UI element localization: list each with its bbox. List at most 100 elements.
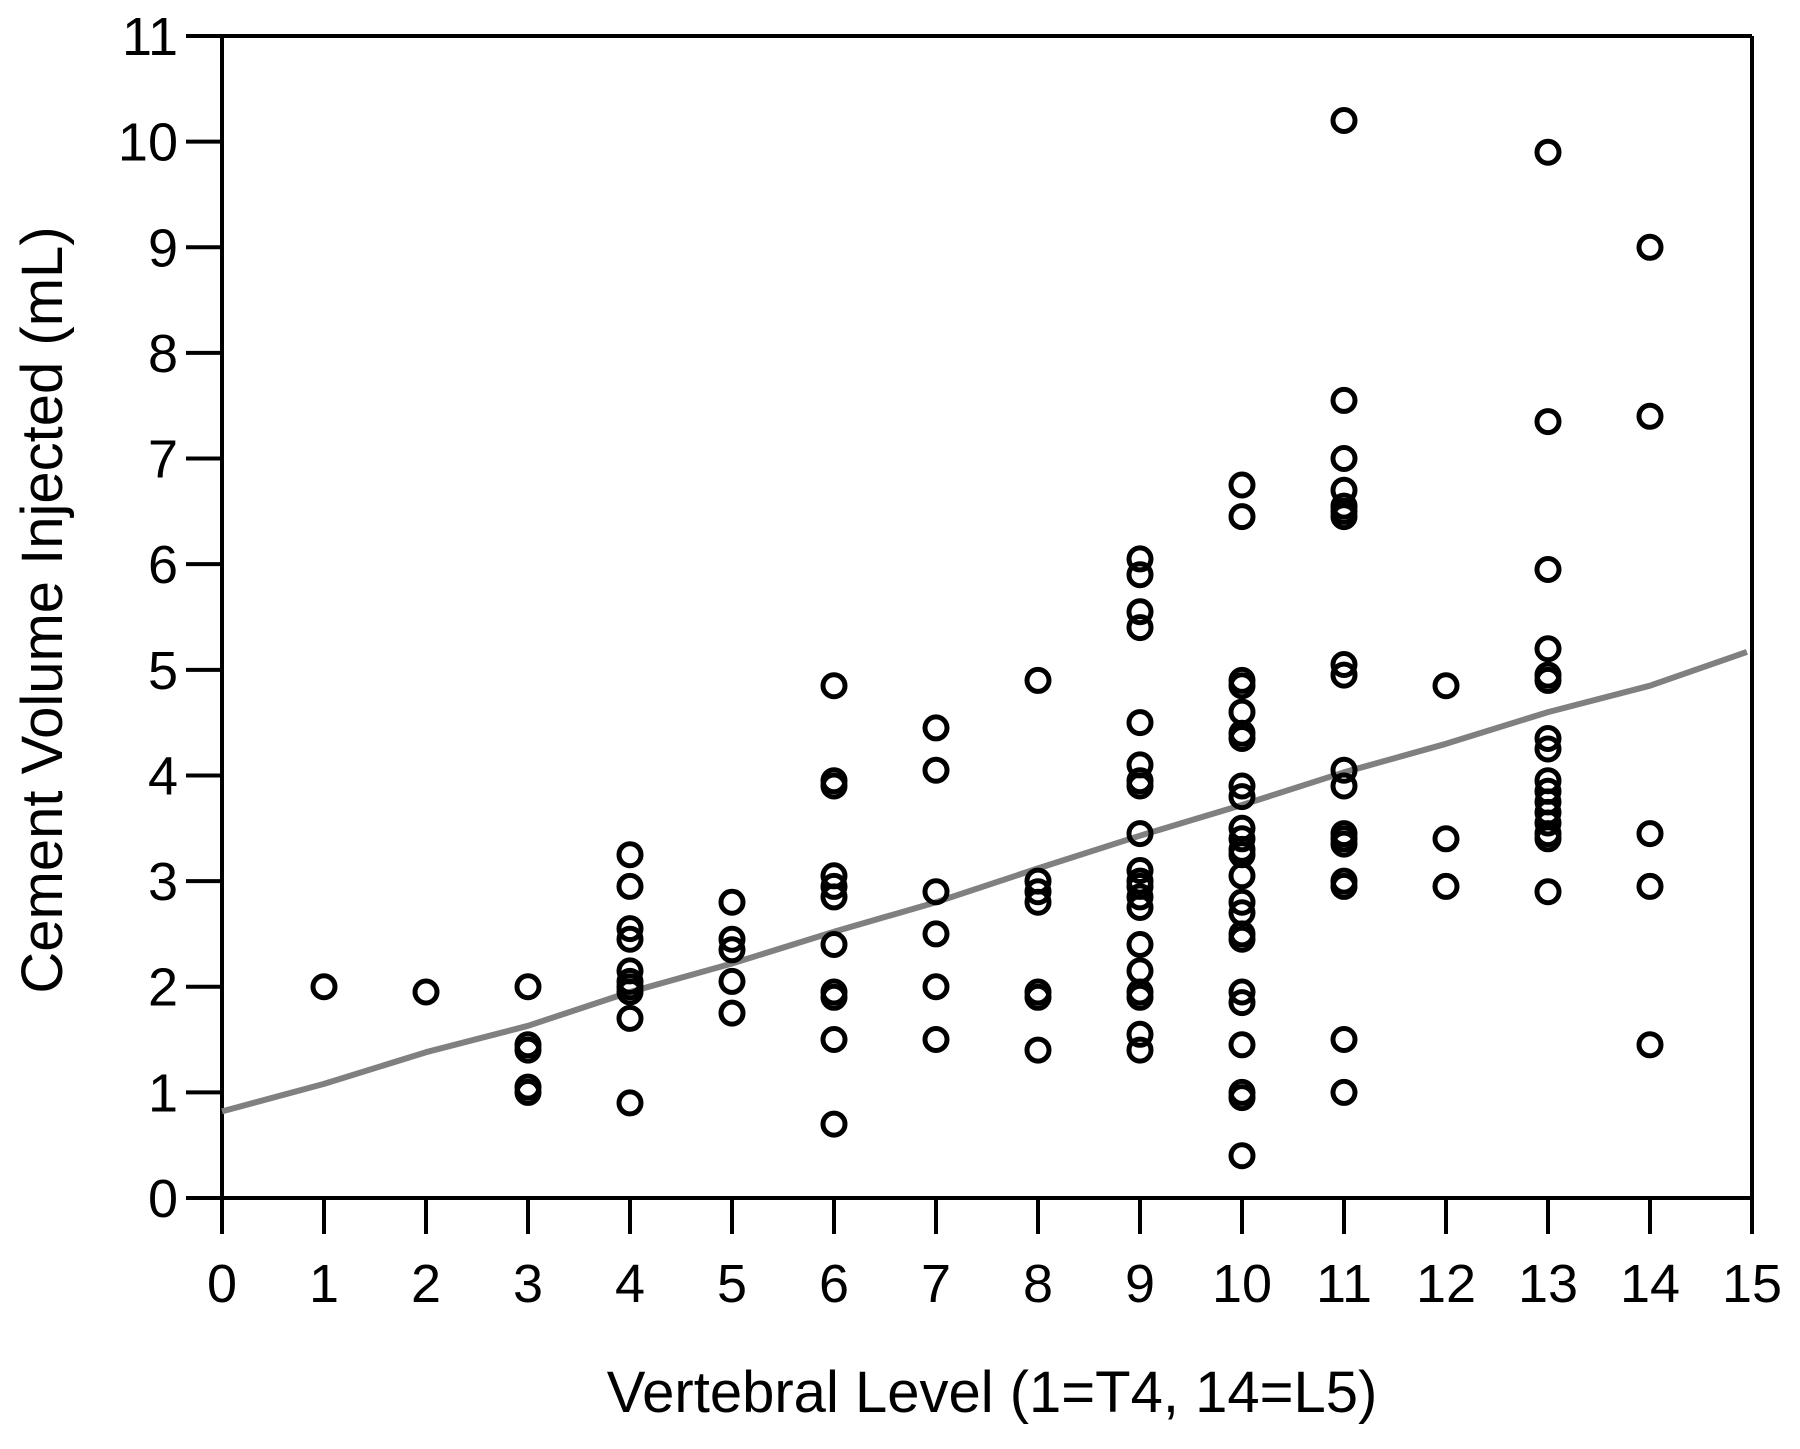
data-point: [1432, 825, 1460, 853]
y-tick-label: 1: [148, 1063, 178, 1123]
y-tick-label: 4: [148, 746, 178, 806]
data-point: [718, 999, 746, 1027]
data-point: [616, 1089, 644, 1117]
y-tick-label: 7: [148, 430, 178, 490]
x-axis-title: Vertebral Level (1=T4, 14=L5): [607, 1360, 1378, 1425]
x-tick-label: 0: [207, 1254, 237, 1314]
data-point: [1534, 825, 1562, 853]
data-point: [1330, 872, 1358, 900]
data-point: [820, 931, 848, 958]
data-point: [1534, 878, 1562, 906]
y-tick-label: 0: [148, 1169, 178, 1229]
data-point: [1126, 857, 1154, 884]
y-tick-label: 3: [148, 852, 178, 912]
data-point: [1636, 820, 1664, 848]
data-point: [1534, 735, 1562, 763]
y-axis-ticks: 0 1 2 3 4 5 6 7 8 9 10 11: [118, 7, 222, 1229]
x-tick-label: 6: [819, 1254, 849, 1314]
data-point: [616, 978, 644, 1006]
data-point: [1636, 1031, 1664, 1059]
data-point: [616, 872, 644, 900]
x-tick-label: 1: [309, 1254, 339, 1314]
data-point: [1126, 983, 1154, 1011]
data-point: [820, 672, 848, 700]
data-points-layer: [310, 107, 1664, 1170]
data-point: [1330, 503, 1358, 531]
data-point: [1432, 872, 1460, 900]
data-point: [1228, 862, 1256, 890]
data-point: [1228, 978, 1256, 1006]
data-point: [1228, 725, 1256, 752]
y-tick-label: 6: [148, 535, 178, 595]
data-point: [820, 772, 848, 800]
data-point: [1126, 545, 1154, 573]
data-point: [820, 1110, 848, 1138]
x-tick-label: 15: [1722, 1254, 1782, 1314]
data-point: [1228, 471, 1256, 499]
data-point: [820, 1026, 848, 1053]
data-point: [1126, 1036, 1154, 1064]
x-tick-label: 3: [513, 1254, 543, 1314]
data-point: [1330, 445, 1358, 472]
chart-axes: [220, 34, 1754, 1200]
x-tick-label: 14: [1620, 1254, 1680, 1314]
data-point: [1126, 614, 1154, 642]
data-point: [616, 925, 644, 953]
data-point: [922, 973, 950, 1001]
x-axis-ticks: 0 1 2 3 4 5 6 7 8 9 10 11 12 13 14 15: [207, 1198, 1782, 1314]
y-axis-title: Cement Volume Injected (mL): [10, 226, 75, 993]
data-point: [718, 936, 746, 964]
data-point: [1126, 931, 1154, 958]
data-point: [922, 920, 950, 948]
x-tick-label: 8: [1023, 1254, 1053, 1314]
x-tick-label: 11: [1316, 1254, 1372, 1314]
data-point: [1534, 666, 1562, 694]
x-tick-label: 7: [921, 1254, 951, 1314]
x-tick-label: 5: [717, 1254, 747, 1314]
data-point: [922, 878, 950, 906]
data-point: [1228, 772, 1256, 800]
data-point: [922, 756, 950, 784]
data-point: [718, 925, 746, 953]
data-point: [616, 1004, 644, 1032]
data-point: [514, 1036, 542, 1064]
x-tick-label: 13: [1518, 1254, 1578, 1314]
data-point: [1126, 561, 1154, 589]
data-point: [1126, 598, 1154, 626]
data-point: [1126, 1020, 1154, 1048]
x-tick-label: 9: [1125, 1254, 1155, 1314]
x-tick-label: 4: [615, 1254, 645, 1314]
data-point: [1636, 233, 1664, 261]
data-point: [1126, 894, 1154, 921]
data-point: [1024, 666, 1052, 694]
data-point: [1534, 138, 1562, 166]
data-point: [1636, 402, 1664, 430]
data-point: [1024, 983, 1052, 1011]
data-point: [412, 978, 440, 1006]
data-point: [1228, 1142, 1256, 1170]
data-point: [1330, 756, 1358, 784]
data-point: [616, 915, 644, 943]
data-point: [1126, 772, 1154, 800]
data-point: [1228, 888, 1256, 916]
trend-line: [221, 649, 1748, 1115]
data-point: [1126, 709, 1154, 737]
data-point: [820, 983, 848, 1011]
x-tick-label: 12: [1416, 1254, 1476, 1314]
data-point: [1534, 725, 1562, 752]
data-point: [1330, 661, 1358, 689]
data-point: [1534, 809, 1562, 837]
data-point: [1126, 820, 1154, 848]
x-tick-label: 2: [411, 1254, 441, 1314]
data-point: [922, 1026, 950, 1053]
data-point: [1330, 830, 1358, 858]
data-point: [1534, 408, 1562, 436]
data-point: [1330, 1026, 1358, 1053]
data-point: [514, 1078, 542, 1106]
data-point: [718, 967, 746, 995]
data-point: [1330, 1078, 1358, 1106]
data-point: [1228, 1084, 1256, 1112]
data-point: [1228, 825, 1256, 853]
data-point: [820, 872, 848, 900]
